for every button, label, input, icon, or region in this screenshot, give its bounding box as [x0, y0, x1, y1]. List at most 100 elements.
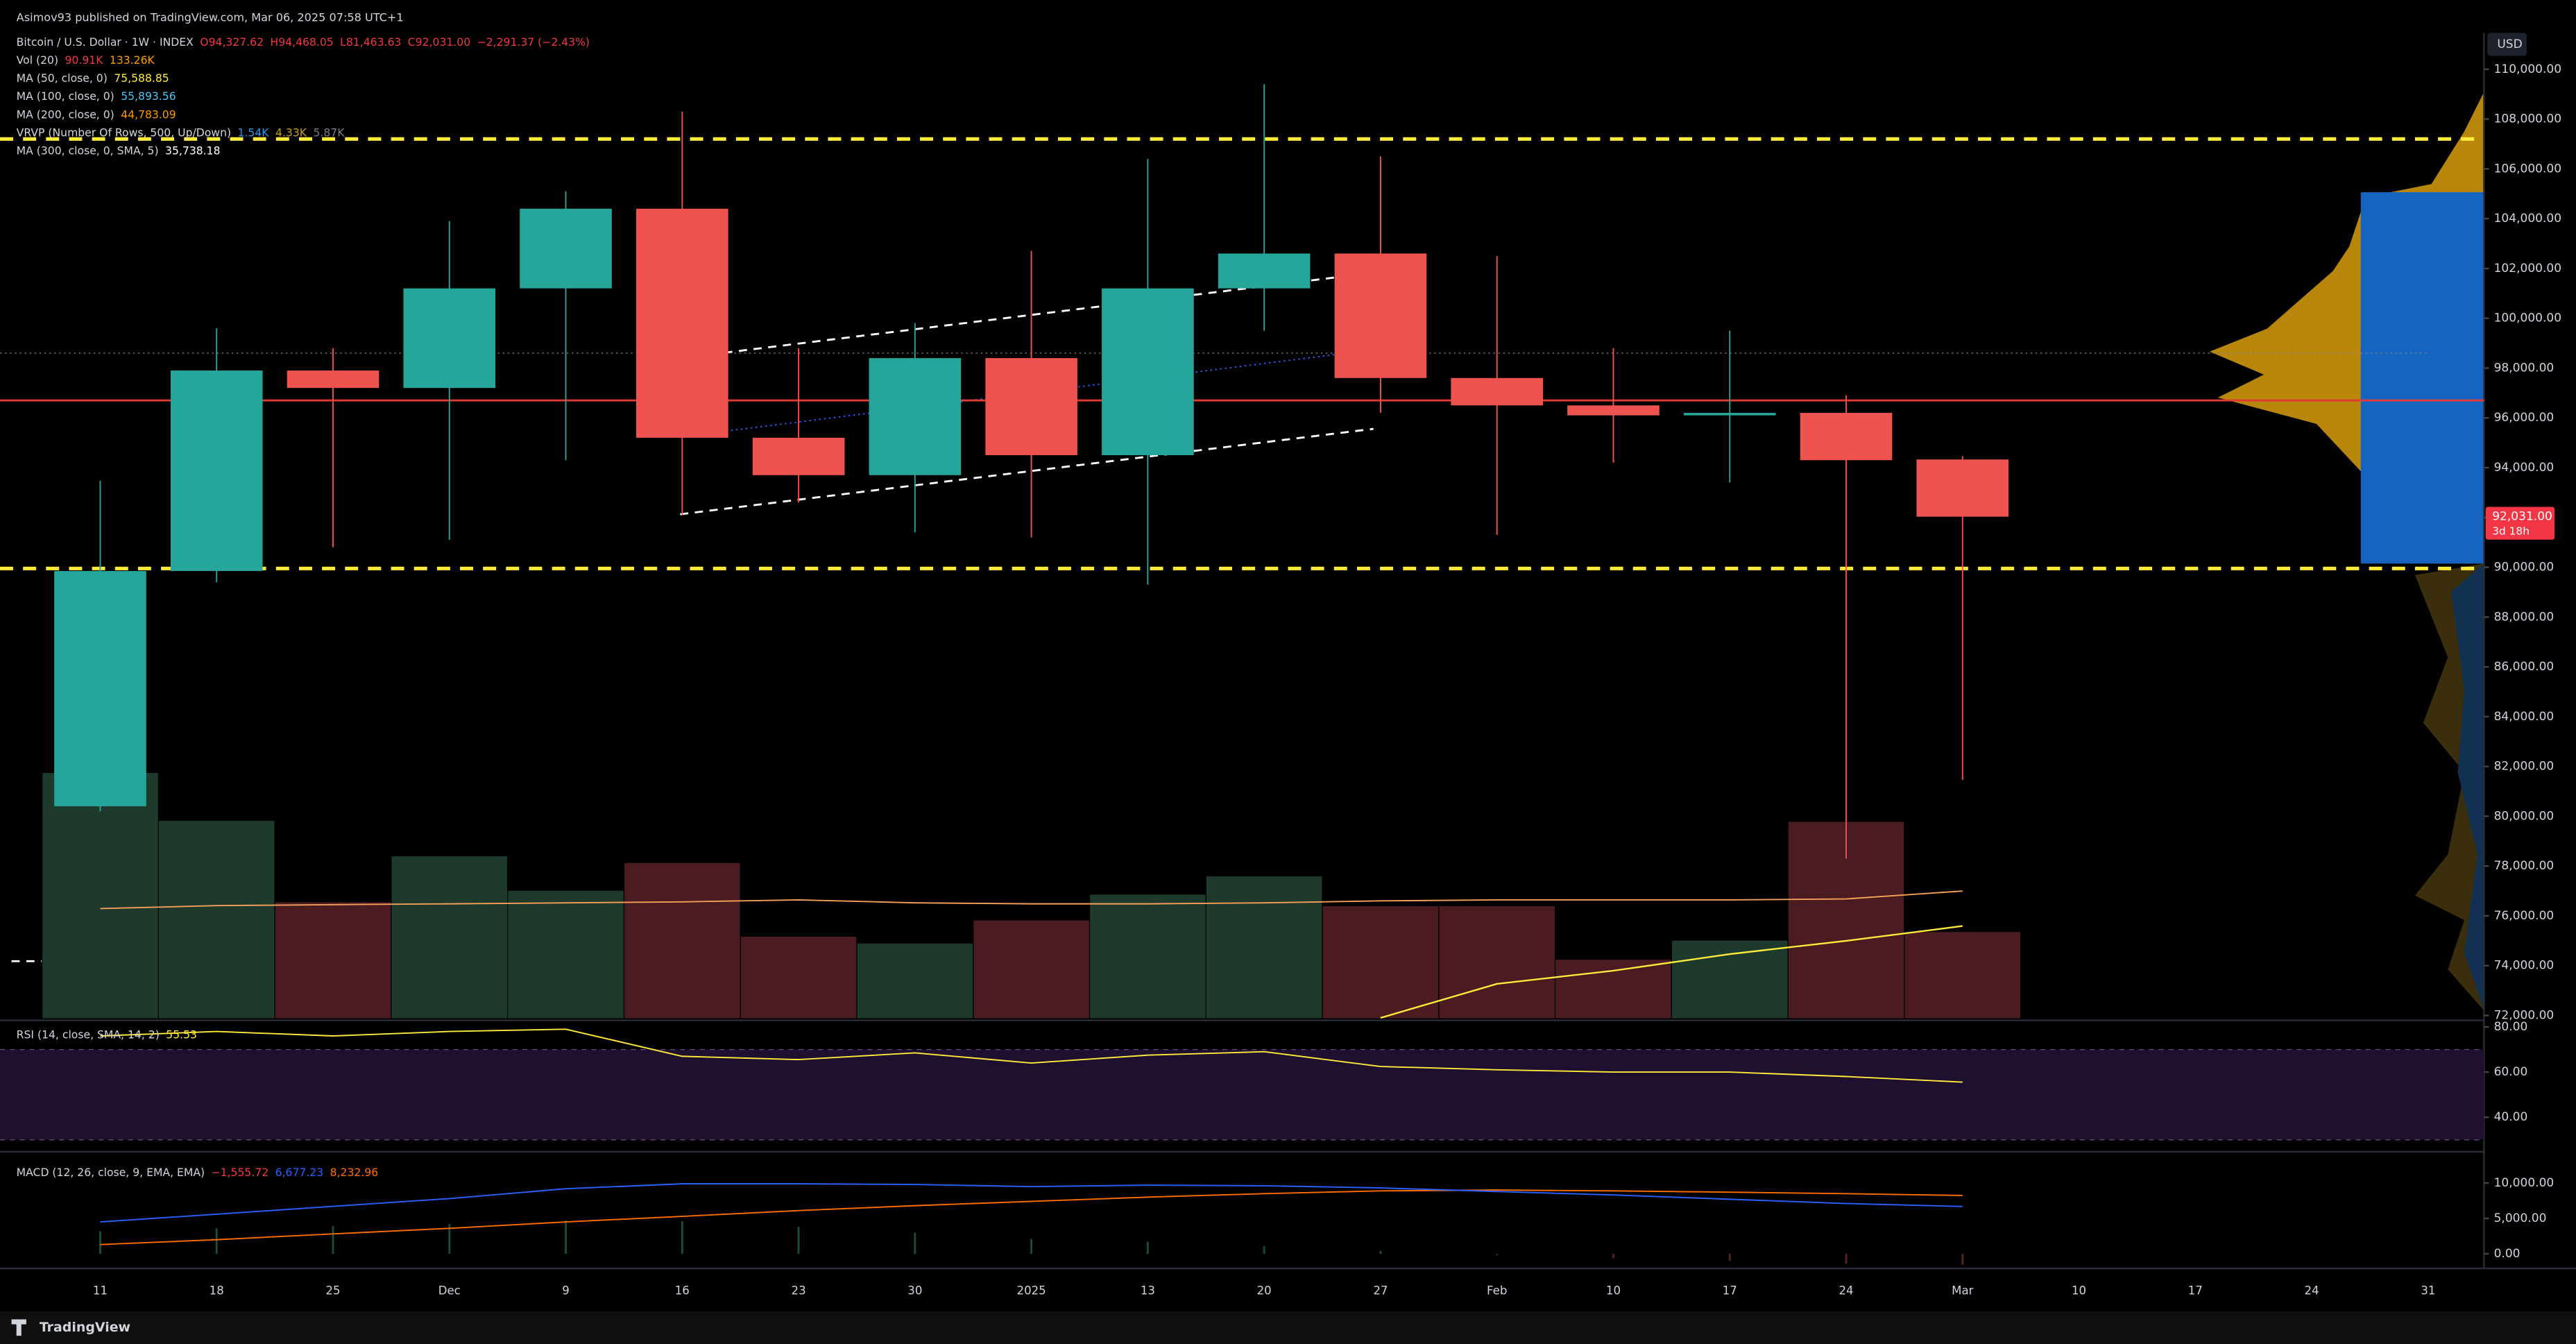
indicator-value: 1.54K	[238, 126, 270, 139]
candle-body	[1567, 405, 1660, 416]
macd-histogram	[914, 1232, 916, 1254]
volume-ma	[100, 890, 1963, 910]
candle-body	[403, 288, 496, 389]
price-tick-label: 74,000.00	[2494, 959, 2554, 973]
volume-bar	[1089, 894, 1206, 1019]
candle-body	[985, 358, 1077, 456]
price-tick-label: 96,000.00	[2494, 411, 2554, 425]
ohlc-value: O94,327.62	[200, 36, 264, 49]
indicator-name: VRVP (Number Of Rows, 500, Up/Down)	[17, 126, 231, 139]
trend-line	[731, 349, 1372, 432]
macd-histogram	[1961, 1254, 1964, 1265]
ohlc-value: −2,291.37 (−2.43%)	[477, 36, 590, 49]
x-tick-label: 30	[907, 1284, 922, 1298]
rsi-line	[100, 1028, 1963, 1083]
macd-tick-label: 10,000.00	[2494, 1176, 2554, 1190]
volume-bar	[1205, 875, 1323, 1019]
volume-bar	[1671, 939, 1789, 1019]
rsi-tick-label: 80.00	[2494, 1020, 2528, 1034]
indicator-name: Vol (20)	[17, 54, 58, 67]
x-tick-label: Mar	[1952, 1284, 1973, 1298]
candle-body	[1800, 413, 1893, 461]
indicator-value: 90.91K	[65, 54, 104, 67]
candle-body	[287, 371, 379, 389]
price-tick-label: 84,000.00	[2494, 710, 2554, 724]
x-tick-label: 24	[1839, 1284, 1853, 1298]
x-tick-label: 2025	[1017, 1284, 1046, 1298]
footer-logo: TradingView	[40, 1320, 130, 1335]
x-tick-label: 13	[1141, 1284, 1155, 1298]
price-tick-label: 106,000.00	[2494, 162, 2562, 176]
candle-body	[636, 208, 728, 438]
x-tick-label: 16	[675, 1284, 690, 1298]
macd-histogram	[681, 1221, 683, 1254]
currency-box	[2487, 33, 2527, 56]
price-tick-label: 102,000.00	[2494, 262, 2562, 275]
symbol-title: Bitcoin / U.S. Dollar · 1W · INDEX	[17, 36, 194, 49]
x-tick-label: 17	[1723, 1284, 1737, 1298]
rsi-band	[0, 1049, 2484, 1140]
ohlc-value: L81,463.63	[340, 36, 401, 49]
volume-bar	[157, 819, 275, 1019]
macd-histogram	[1146, 1241, 1149, 1254]
volume-bar	[1438, 905, 1556, 1019]
macd-histogram	[1379, 1250, 1382, 1254]
price-tick-label: 90,000.00	[2494, 561, 2554, 575]
x-tick-label: 27	[1373, 1284, 1388, 1298]
price-tick-label: 100,000.00	[2494, 312, 2562, 325]
x-tick-label: 31	[2421, 1284, 2435, 1298]
macd-line	[100, 1183, 1963, 1223]
countdown: 3d 18h	[2492, 525, 2530, 537]
price-tick-label: 108,000.00	[2494, 112, 2562, 126]
candle-body	[1916, 459, 2009, 517]
x-tick-label: Feb	[1487, 1284, 1507, 1298]
price-tick-label: 110,000.00	[2494, 62, 2562, 76]
x-tick-label: 17	[2188, 1284, 2203, 1298]
macd-signal	[100, 1189, 1963, 1245]
x-tick-label: 20	[1257, 1284, 1272, 1298]
rsi-tick-label: 40.00	[2494, 1110, 2528, 1124]
profile-down	[2360, 192, 2484, 564]
x-tick-label: 10	[1606, 1284, 1621, 1298]
candle-body	[1218, 253, 1311, 289]
macd-tick-label: 5,000.00	[2494, 1211, 2547, 1225]
price-tick-label: 86,000.00	[2494, 660, 2554, 674]
macd-title: MACD (12, 26, close, 9, EMA, EMA)	[17, 1166, 205, 1179]
x-tick-label: 9	[562, 1284, 570, 1298]
rsi-tick-label: 60.00	[2494, 1065, 2528, 1079]
macd-histogram	[565, 1220, 567, 1254]
trend-line	[680, 427, 1374, 516]
price-tick-label: 80,000.00	[2494, 809, 2554, 823]
macd-value: −1,555.72	[212, 1166, 269, 1179]
indicator-value: 5.87K	[313, 126, 345, 139]
indicator-name: MA (200, close, 0)	[17, 108, 114, 121]
price-tick-label: 76,000.00	[2494, 909, 2554, 923]
price-tick-label: 98,000.00	[2494, 361, 2554, 375]
candle-body	[1102, 288, 1194, 456]
x-tick-label: 24	[2305, 1284, 2319, 1298]
indicator-value: 44,783.09	[121, 108, 176, 121]
macd-histogram	[332, 1226, 334, 1254]
price-tick-label: 104,000.00	[2494, 212, 2562, 226]
candle-body	[752, 437, 845, 475]
candle-body	[54, 570, 146, 807]
price-tick-label: 94,000.00	[2494, 461, 2554, 475]
price-tick-label: 82,000.00	[2494, 760, 2554, 774]
x-tick-label: 25	[325, 1284, 340, 1298]
macd-histogram	[1263, 1245, 1265, 1254]
volume-bar	[274, 901, 392, 1019]
macd-histogram	[215, 1228, 218, 1254]
volume-profile	[2209, 92, 2484, 1011]
macd-histogram	[99, 1231, 101, 1254]
volume-bar	[1904, 931, 2022, 1019]
moving-average	[1380, 925, 1963, 1019]
candle-body	[1451, 377, 1544, 406]
price-tick-label: 72,000.00	[2494, 1008, 2554, 1022]
footer-bar	[0, 1311, 2576, 1344]
logo-icon	[11, 1319, 26, 1336]
candle-body	[520, 208, 612, 289]
volume-bar	[740, 935, 858, 1019]
